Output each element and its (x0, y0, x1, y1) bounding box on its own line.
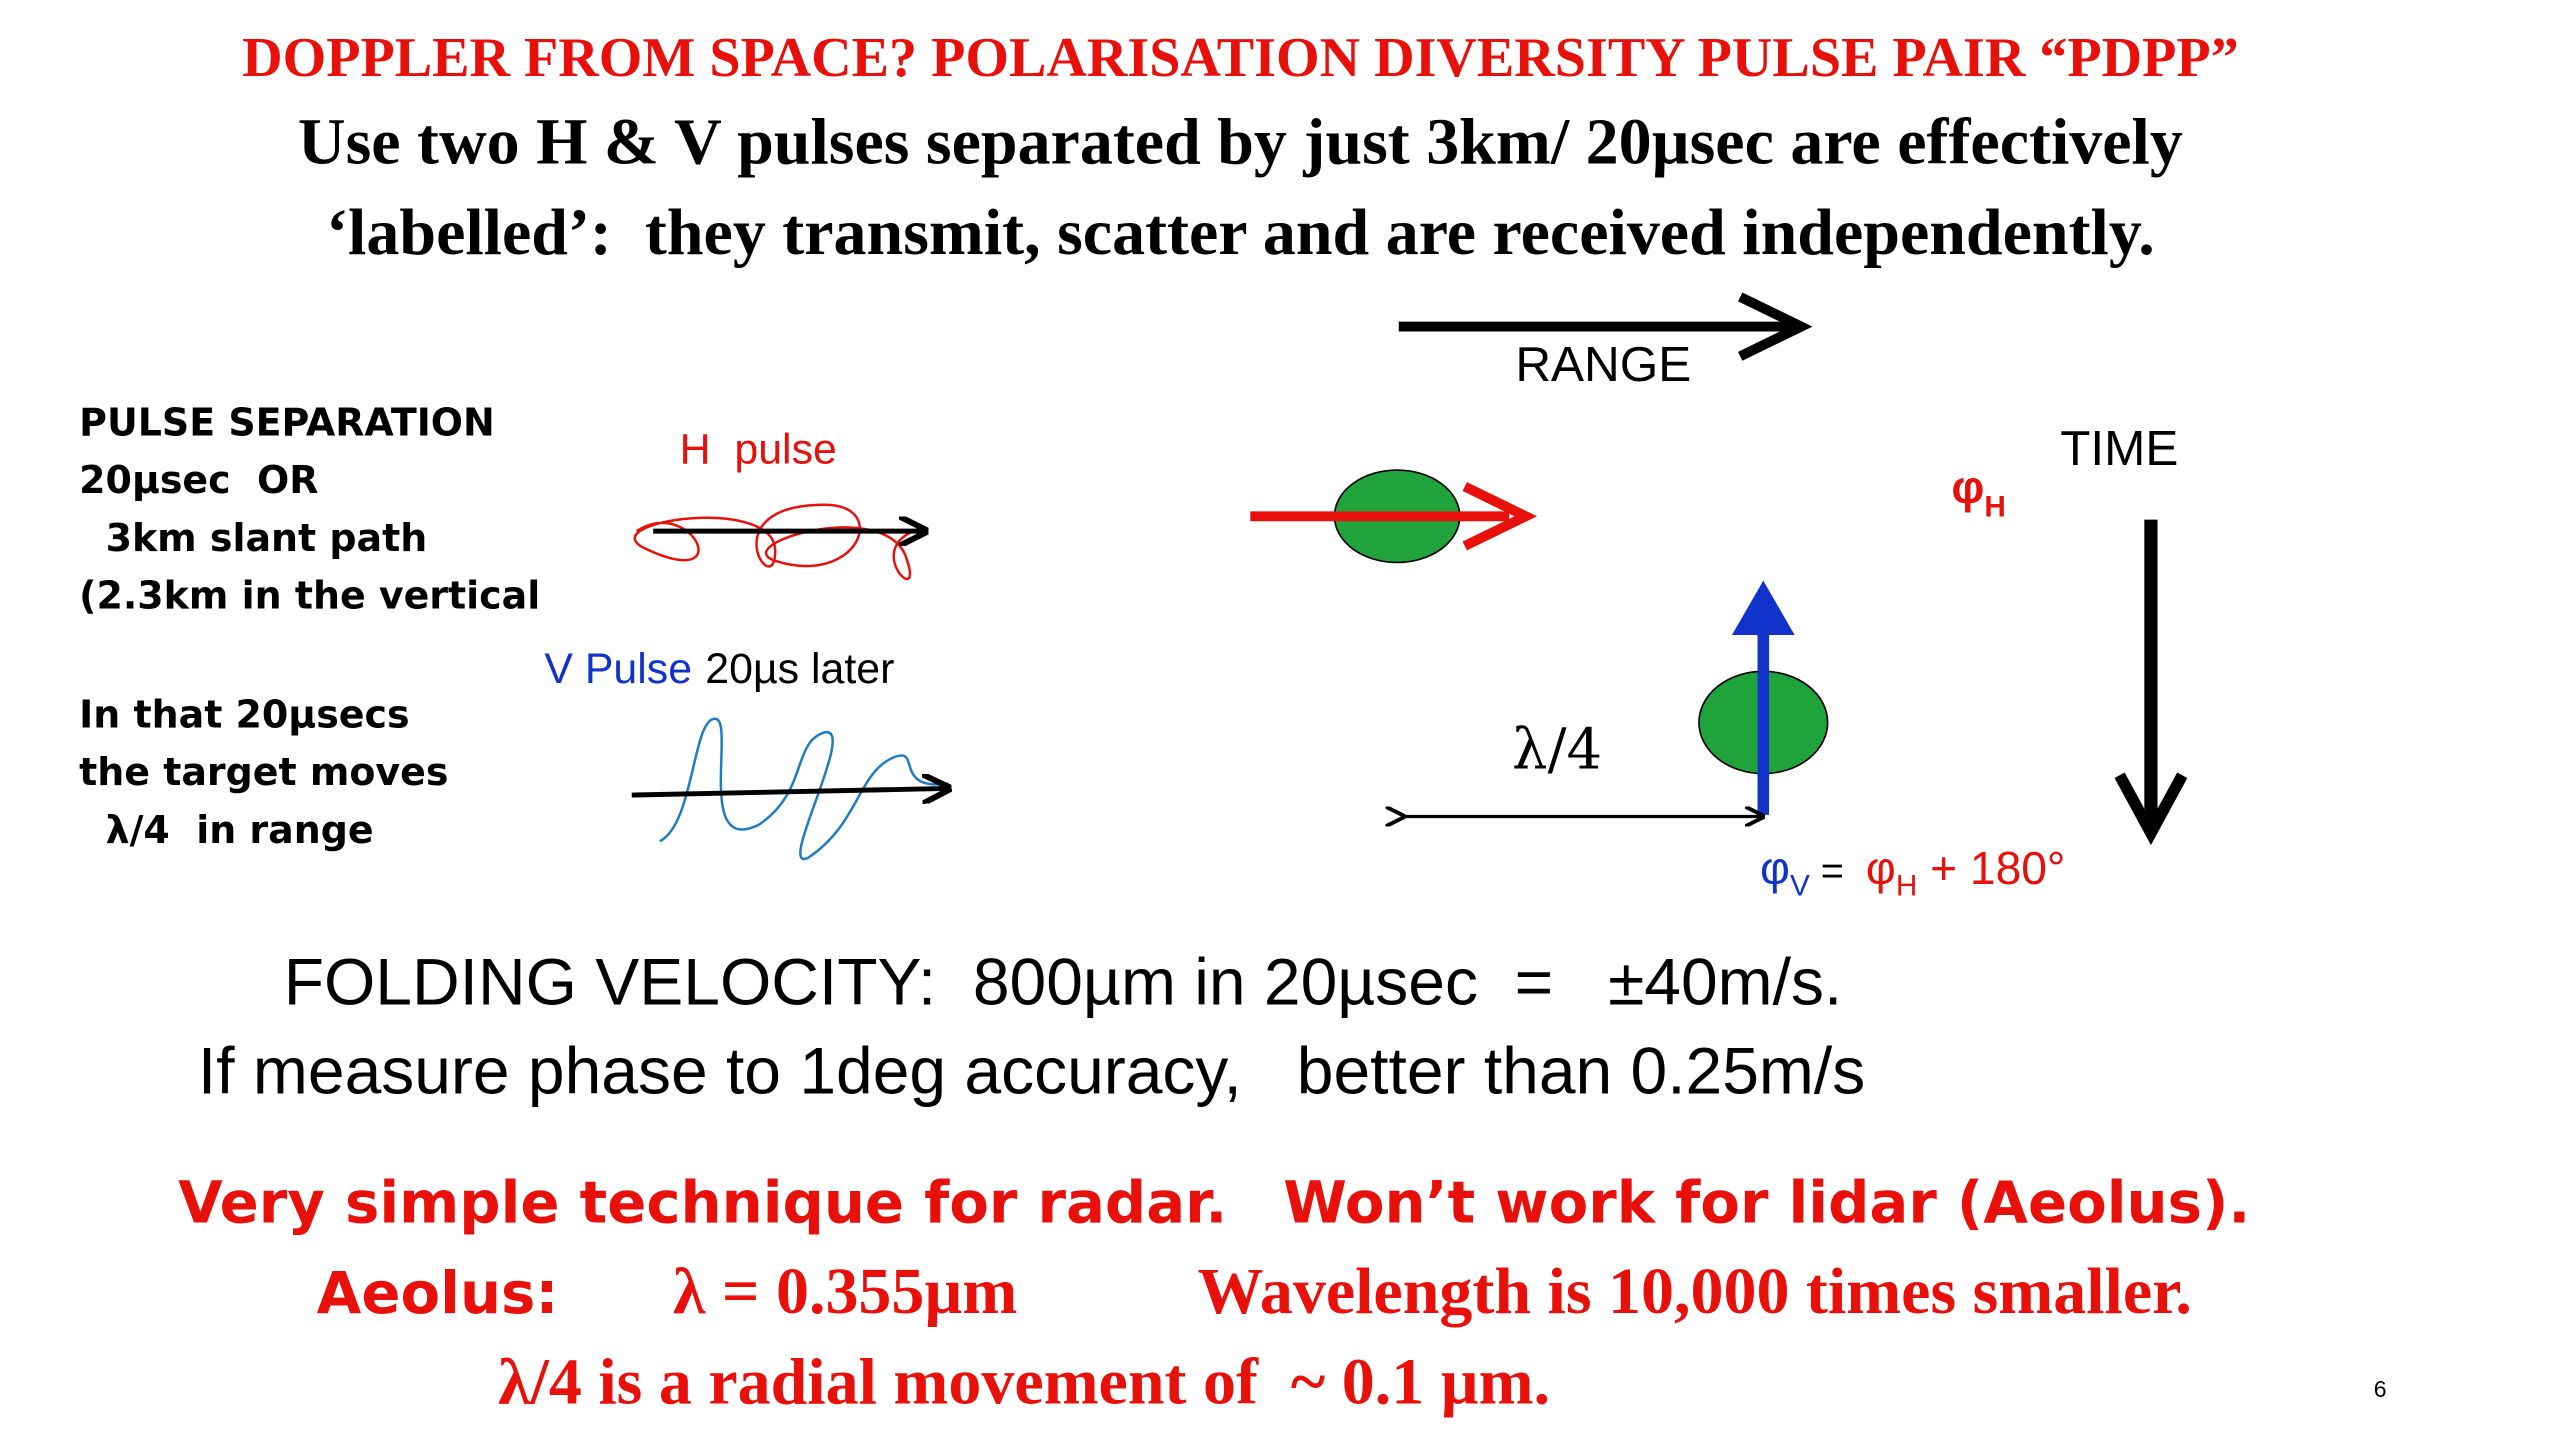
h-wave (633, 503, 925, 581)
intro-line: ‘labelled’: they transmit, scatter and a… (326, 196, 2155, 269)
range-label: RANGE (1515, 337, 1691, 392)
text-part: φ (1951, 461, 1984, 513)
phi-h: φH (1951, 461, 2005, 523)
quarter-label: λ/4 (1512, 718, 1602, 783)
v-phase-head (1731, 580, 1795, 636)
note-line: 3km slant path (79, 516, 427, 560)
range-arrowhead (1738, 292, 1813, 361)
phase-equation: φV = φH + 180° (1760, 842, 2065, 903)
title: DOPPLER FROM SPACE? POLARISATION DIVERSI… (242, 27, 2239, 89)
conclusion: Aeolus: (317, 1259, 559, 1327)
note-line: 20µsec OR (79, 458, 318, 502)
text-part: φ (1760, 842, 1790, 894)
text-part: V Pulse (544, 645, 692, 693)
note-line: λ/4 in range (79, 808, 373, 852)
conclusion: Wavelength is 10,000 times smaller. (1198, 1255, 2192, 1328)
text-part: H (1896, 870, 1917, 903)
v-wave (659, 717, 949, 861)
body-line: If measure phase to 1deg accuracy, bette… (198, 1034, 1865, 1108)
v-pulse-label: V Pulse 20µs later (544, 645, 894, 693)
note-line: In that 20µsecs (79, 692, 409, 736)
conclusion: Won’t work for lidar (Aeolus). (1283, 1168, 2250, 1236)
conclusion: Very simple technique for radar. (178, 1168, 1227, 1236)
text-part: φ (1866, 842, 1896, 894)
note-line: (2.3km in the vertical (79, 574, 540, 618)
h-pulse-label: H pulse (680, 426, 837, 474)
page-number: 6 (2374, 1376, 2387, 1402)
v-arrow (631, 788, 947, 795)
time-arrowhead (2114, 772, 2188, 846)
conclusion: λ/4 is a radial movement of ~ 0.1 µm. (498, 1346, 1550, 1419)
time-label: TIME (2060, 421, 2178, 476)
note-line: the target moves (79, 750, 448, 794)
h-phase-head (1462, 482, 1538, 551)
text-part: V (1790, 870, 1810, 903)
text-part: = (1810, 849, 1866, 893)
note-line: PULSE SEPARATION (79, 400, 495, 444)
body-line: FOLDING VELOCITY: 800µm in 20µsec = ±40m… (284, 945, 1843, 1019)
text-part: 20µs later (705, 645, 894, 693)
text-part: + 180° (1917, 842, 2065, 894)
conclusion: λ = 0.355µm (673, 1255, 1017, 1328)
text-part: H (1984, 490, 2005, 523)
intro-line: Use two H & V pulses separated by just 3… (298, 105, 2183, 178)
